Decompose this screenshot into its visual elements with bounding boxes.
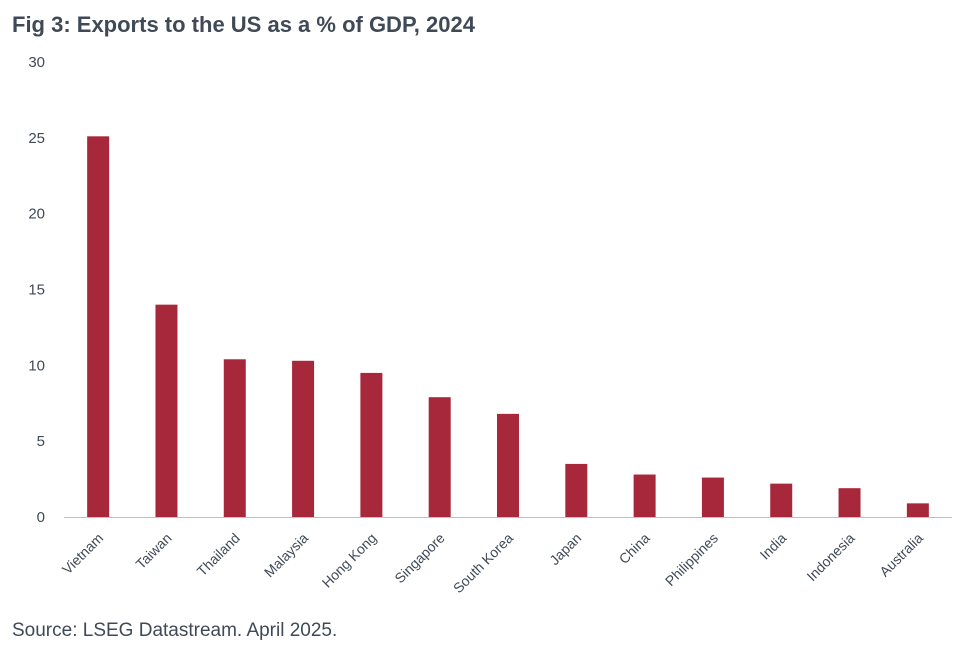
bar-australia: [906, 503, 929, 517]
x-tick-label: Hong Kong: [319, 530, 380, 591]
bar-malaysia: [292, 360, 315, 517]
x-tick-label: China: [616, 530, 653, 567]
x-tick-label: Thailand: [194, 530, 243, 579]
x-tick-label: Taiwan: [132, 530, 174, 572]
y-tick-label: 15: [28, 282, 45, 299]
bar-philippines: [701, 477, 724, 517]
x-tick-label: Philippines: [662, 530, 721, 589]
bar-india: [770, 483, 793, 517]
bar-hong-kong: [360, 372, 383, 517]
bar-china: [633, 474, 656, 517]
y-tick-label: 25: [28, 130, 45, 147]
bar-japan: [565, 463, 588, 517]
bars: [87, 136, 929, 518]
bar-taiwan: [155, 304, 178, 517]
chart-title: Fig 3: Exports to the US as a % of GDP, …: [12, 12, 475, 37]
source-note: Source: LSEG Datastream. April 2025.: [12, 620, 338, 641]
bar-vietnam: [87, 136, 110, 518]
y-tick-label: 0: [37, 509, 45, 526]
x-tick-label: India: [757, 530, 790, 563]
bar-south-korea: [497, 413, 519, 517]
bar-singapore: [428, 397, 451, 517]
y-axis: 0 5 10 15 20 25 30: [28, 54, 45, 526]
y-tick-label: 20: [28, 206, 45, 223]
bar-indonesia: [838, 488, 861, 517]
x-tick-label: Vietnam: [59, 530, 106, 577]
y-tick-label: 10: [28, 357, 45, 374]
bar-thailand: [223, 359, 246, 517]
x-tick-label: South Korea: [450, 530, 517, 597]
x-tick-label: Indonesia: [803, 530, 857, 584]
x-tick-label: Japan: [546, 530, 584, 568]
y-tick-label: 5: [37, 433, 45, 450]
x-tick-label: Australia: [876, 530, 926, 580]
y-tick-label: 30: [28, 54, 45, 71]
x-tick-label: Malaysia: [261, 530, 312, 581]
x-tick-label: Singapore: [391, 530, 448, 587]
x-axis-labels: Vietnam Taiwan Thailand Malaysia Hong Kong Si…: [59, 530, 926, 597]
